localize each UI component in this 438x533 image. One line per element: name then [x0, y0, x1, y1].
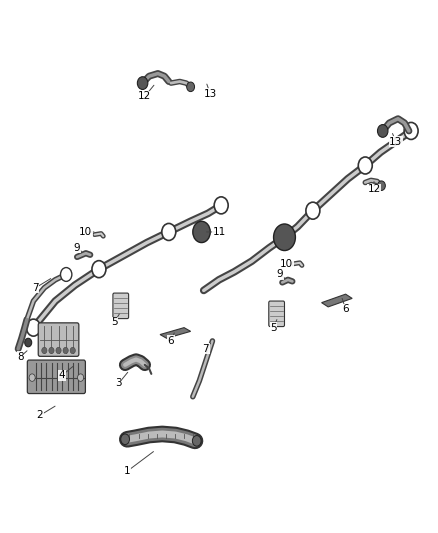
Circle shape: [92, 261, 106, 278]
Polygon shape: [321, 294, 352, 307]
Circle shape: [404, 123, 418, 140]
Text: 9: 9: [277, 270, 283, 279]
Circle shape: [29, 374, 35, 381]
Text: 7: 7: [203, 344, 209, 354]
Text: 10: 10: [280, 259, 293, 269]
Text: 5: 5: [270, 322, 277, 333]
Text: 6: 6: [343, 304, 349, 314]
Text: 13: 13: [389, 136, 403, 147]
FancyBboxPatch shape: [27, 360, 85, 393]
Circle shape: [25, 338, 32, 347]
Text: 12: 12: [138, 91, 152, 101]
Circle shape: [121, 434, 130, 445]
Circle shape: [187, 82, 194, 92]
FancyBboxPatch shape: [113, 293, 129, 319]
Text: 10: 10: [79, 227, 92, 237]
Circle shape: [378, 125, 388, 138]
Circle shape: [214, 197, 228, 214]
Circle shape: [138, 77, 148, 90]
Circle shape: [70, 348, 75, 354]
Text: 11: 11: [212, 227, 226, 237]
Circle shape: [193, 221, 210, 243]
Text: 1: 1: [124, 466, 131, 476]
FancyBboxPatch shape: [269, 301, 285, 327]
Text: 4: 4: [59, 370, 65, 381]
Text: 5: 5: [111, 317, 117, 327]
Circle shape: [274, 224, 295, 251]
Circle shape: [60, 268, 72, 281]
Polygon shape: [160, 328, 191, 338]
Text: 9: 9: [74, 243, 81, 253]
Circle shape: [192, 435, 201, 446]
Text: 7: 7: [32, 283, 39, 293]
Circle shape: [378, 181, 385, 190]
Text: 12: 12: [367, 184, 381, 195]
Circle shape: [306, 202, 320, 219]
Circle shape: [358, 157, 372, 174]
Circle shape: [49, 348, 54, 354]
Text: 6: 6: [168, 336, 174, 346]
Text: 8: 8: [17, 352, 24, 362]
Circle shape: [42, 348, 47, 354]
Text: 2: 2: [37, 410, 43, 421]
Text: 13: 13: [204, 88, 217, 99]
Circle shape: [26, 319, 40, 336]
Circle shape: [78, 374, 84, 381]
FancyBboxPatch shape: [38, 323, 79, 357]
Text: 3: 3: [115, 378, 122, 389]
Circle shape: [56, 348, 61, 354]
Circle shape: [63, 348, 68, 354]
Circle shape: [162, 223, 176, 240]
